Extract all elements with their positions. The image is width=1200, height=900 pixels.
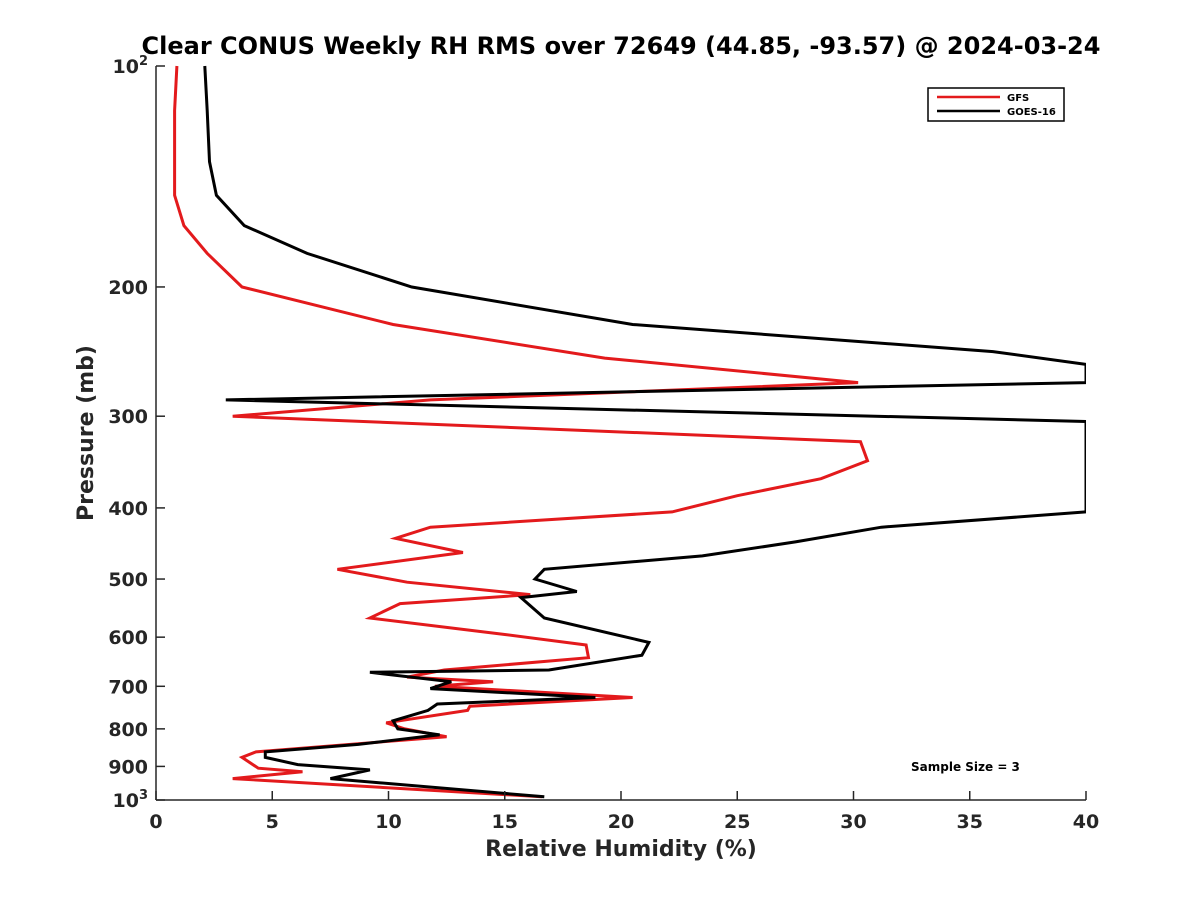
- x-tick-label: 10: [375, 811, 401, 833]
- x-tick-label: 35: [957, 811, 983, 833]
- y-tick-label: 102: [113, 54, 149, 78]
- y-tick-label: 200: [108, 277, 148, 299]
- y-tick-label: 800: [108, 719, 148, 741]
- legend-box: [927, 87, 1065, 122]
- x-tick-label: 25: [724, 811, 750, 833]
- y-ticks: 102 200 300 400 500 600 700 800 900 103: [108, 54, 165, 812]
- y-tick-label: 500: [108, 569, 148, 591]
- y-tick-label: 700: [108, 676, 148, 698]
- x-tick-label: 20: [608, 811, 634, 833]
- chart-title: Clear CONUS Weekly RH RMS over 72649 (44…: [142, 32, 1101, 60]
- series-line-goes-16: [203, 65, 1086, 799]
- sample-size-annotation: Sample Size = 3: [911, 760, 1020, 774]
- legend-label-goes16: GOES-16: [1007, 107, 1056, 118]
- x-tick-label: 5: [266, 811, 279, 833]
- legend: GFS GOES-16: [927, 87, 1065, 122]
- x-tick-label: 15: [492, 811, 518, 833]
- x-tick-label: 0: [149, 811, 162, 833]
- y-tick-label: 103: [113, 788, 149, 812]
- series-line-gfs: [173, 65, 870, 799]
- y-tick-label: 900: [108, 756, 148, 778]
- y-axis-label: Pressure (mb): [74, 345, 99, 521]
- y-tick-label: 300: [108, 406, 148, 428]
- x-ticks: 0 5 10 15 20 25 30 35 40: [149, 791, 1099, 833]
- y-tick-label: 400: [108, 498, 148, 520]
- x-tick-label: 30: [840, 811, 866, 833]
- legend-label-gfs: GFS: [1007, 93, 1029, 104]
- x-axis-label: Relative Humidity (%): [485, 837, 757, 862]
- series-layer: [173, 65, 1086, 799]
- y-tick-label: 600: [108, 627, 148, 649]
- x-tick-label: 40: [1073, 811, 1099, 833]
